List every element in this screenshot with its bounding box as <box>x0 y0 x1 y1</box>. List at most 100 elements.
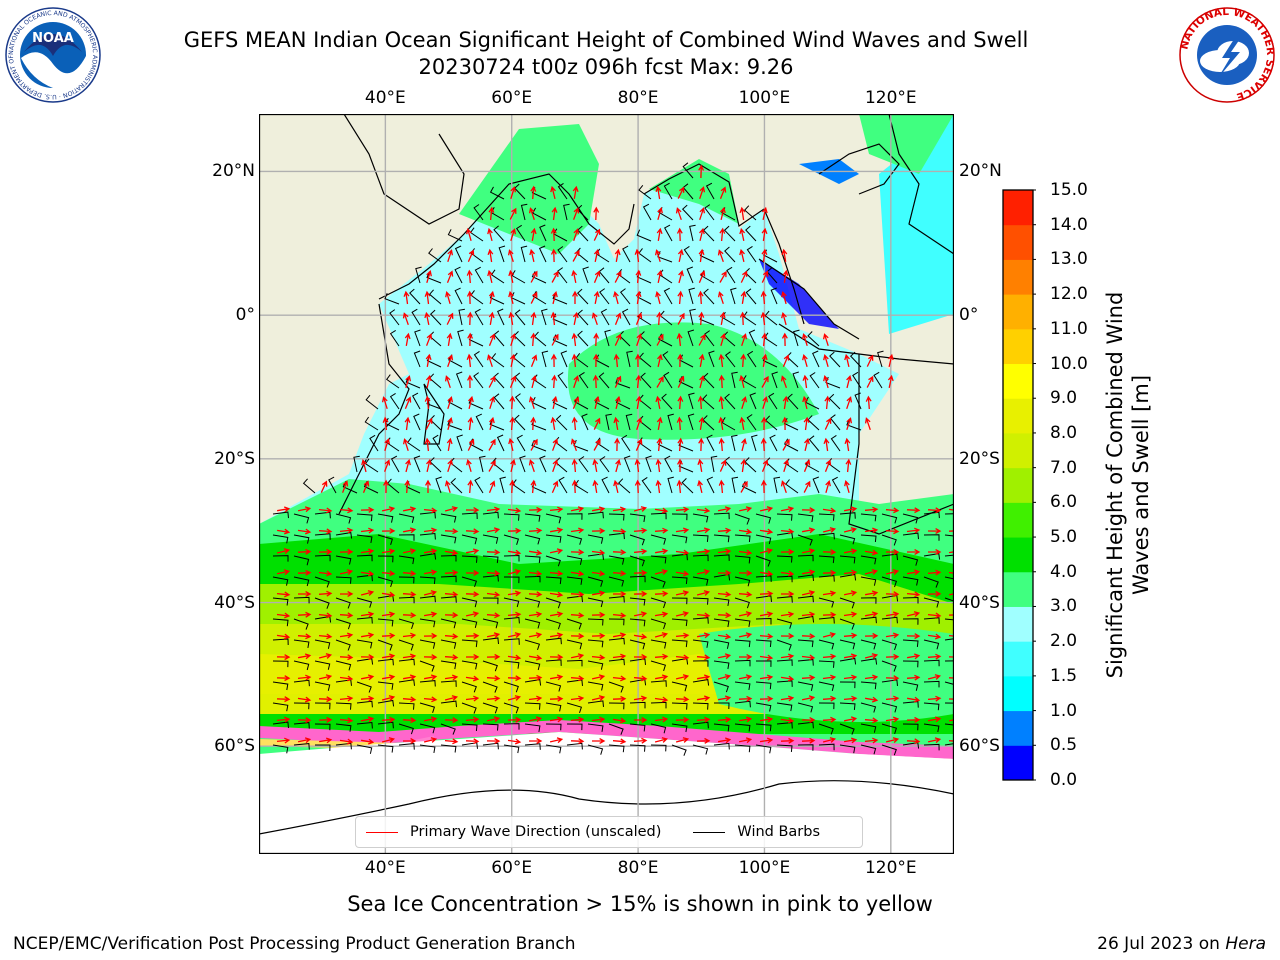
wave-direction-arrow <box>948 571 954 574</box>
wave-direction-arrow <box>738 654 753 660</box>
wave-direction-arrow <box>360 716 375 723</box>
wave-direction-arrow <box>614 312 622 325</box>
wave-direction-arrow <box>572 207 580 220</box>
colorbar-tick-label: 6.0 <box>1050 492 1078 513</box>
wind-barb <box>860 555 877 565</box>
wave-direction-arrow <box>467 332 474 347</box>
colorbar-tick-label: 10.0 <box>1050 353 1088 374</box>
wave-direction-arrow <box>801 548 816 555</box>
wind-barb <box>545 555 561 567</box>
wave-direction-arrow <box>467 479 474 494</box>
wind-barb <box>272 660 289 668</box>
wind-barb <box>671 597 688 605</box>
wave-direction-arrow <box>843 737 858 744</box>
wave-direction-arrow <box>444 528 459 535</box>
wind-barb <box>497 308 505 326</box>
wave-direction-arrow <box>822 653 837 660</box>
wave-direction-arrow <box>761 353 768 368</box>
wind-barb <box>545 659 562 666</box>
wave-direction-arrow <box>759 506 774 512</box>
wave-direction-arrow <box>948 634 954 637</box>
wave-direction-arrow <box>656 375 664 388</box>
wind-barb <box>839 534 856 545</box>
wave-direction-arrow <box>864 590 879 597</box>
wave-direction-arrow <box>571 353 578 368</box>
wave-direction-arrow <box>717 737 732 744</box>
wave-direction-arrow <box>488 290 495 305</box>
wind-barb <box>818 743 835 751</box>
wave-direction-arrow <box>444 738 459 745</box>
wind-barb <box>377 534 394 545</box>
wave-direction-arrow <box>740 270 748 283</box>
wave-direction-arrow <box>570 716 585 723</box>
wave-direction-arrow <box>528 527 543 534</box>
wind-barb <box>412 392 421 410</box>
wind-barb <box>944 618 954 621</box>
wave-direction-arrow <box>276 737 291 744</box>
wave-direction-arrow <box>444 674 459 681</box>
wave-direction-arrow <box>718 479 725 494</box>
wind-barb <box>503 660 520 669</box>
wave-direction-arrow <box>675 737 690 743</box>
wind-barb <box>587 660 604 670</box>
wind-barb <box>447 419 463 431</box>
wind-barb <box>356 534 373 543</box>
wind-barb <box>356 574 373 582</box>
wave-direction-arrow <box>948 698 954 700</box>
wind-barb <box>829 351 841 368</box>
wind-barb <box>545 513 562 524</box>
wave-direction-arrow <box>864 506 879 513</box>
colorbar-segment <box>1003 398 1033 434</box>
wave-direction-arrow <box>719 186 727 199</box>
wind-barb <box>849 351 862 368</box>
wind-barb <box>587 534 604 544</box>
wind-barb <box>503 534 520 545</box>
wave-direction-arrow <box>843 527 858 533</box>
lon-tick-top: 60°E <box>491 88 533 108</box>
wind-barb <box>839 639 856 650</box>
wave-direction-arrow <box>360 590 375 596</box>
wave-direction-arrow <box>654 632 669 638</box>
wave-direction-arrow <box>402 653 417 660</box>
wave-direction-arrow <box>717 548 732 555</box>
wave-direction-arrow <box>528 549 543 556</box>
wave-direction-arrow <box>781 290 787 305</box>
wave-direction-arrow <box>509 207 517 220</box>
wave-direction-arrow <box>802 353 808 367</box>
wind-barb <box>768 392 778 410</box>
wave-direction-arrow <box>887 374 894 389</box>
wind-barb <box>461 534 478 545</box>
wave-direction-arrow <box>467 438 475 451</box>
colorbar-segment <box>1003 675 1033 712</box>
wind-barb <box>734 700 751 708</box>
wind-barb <box>335 576 352 584</box>
wind-barb <box>923 659 940 667</box>
wave-direction-arrow <box>634 479 641 494</box>
wave-direction-arrow <box>339 695 354 702</box>
wind-barb <box>860 639 877 650</box>
wind-barb <box>692 597 709 605</box>
wave-direction-arrow <box>444 569 459 576</box>
wave-direction-arrow <box>654 611 669 618</box>
wind-barb <box>538 245 547 263</box>
wave-direction-arrow <box>381 570 396 577</box>
wave-direction-arrow <box>675 506 690 513</box>
wind-barb <box>663 287 673 305</box>
wind-barb <box>293 639 310 648</box>
wave-direction-arrow <box>885 695 900 702</box>
wave-direction-arrow <box>717 291 724 305</box>
wind-barb <box>944 723 954 726</box>
wind-barb <box>902 532 919 540</box>
wave-direction-arrow <box>339 548 354 555</box>
wave-direction-arrow <box>759 737 774 744</box>
wave-direction-arrow <box>507 654 522 661</box>
wave-direction-arrow <box>507 507 522 514</box>
wind-barb <box>839 657 857 665</box>
wind-barb <box>702 394 715 410</box>
wind-barb <box>776 555 793 563</box>
wind-barb <box>734 597 750 609</box>
wave-direction-arrow <box>591 590 606 597</box>
wave-direction-arrow <box>383 479 389 494</box>
wind-barb <box>608 576 625 587</box>
wave-direction-arrow <box>465 738 480 745</box>
